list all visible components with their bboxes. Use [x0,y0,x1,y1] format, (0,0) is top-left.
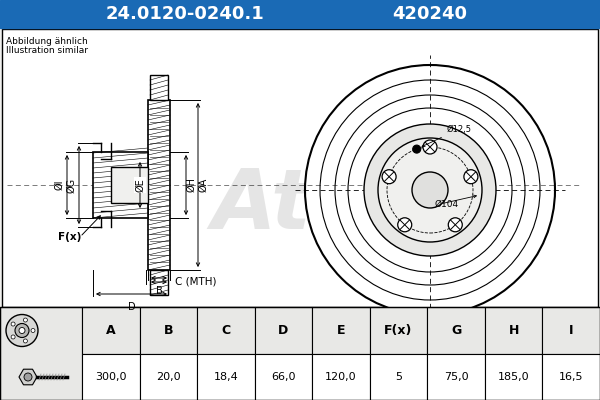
Circle shape [23,318,28,322]
Circle shape [398,218,412,232]
Text: Illustration similar: Illustration similar [6,46,88,55]
Text: ØH: ØH [186,178,196,192]
Bar [370,307,427,354]
Circle shape [6,314,38,346]
Circle shape [305,65,555,315]
Bar [140,307,197,354]
Bar [111,167,148,203]
Text: 16,5: 16,5 [559,372,583,382]
Bar [140,354,197,400]
Text: Ø104: Ø104 [435,200,459,208]
Bar [0,307,82,400]
Text: Ate: Ate [212,164,368,246]
Bar [93,152,148,218]
Circle shape [19,328,25,334]
Bar [148,100,170,270]
Text: ØA: ØA [198,178,208,192]
Bar [93,152,148,218]
Bar [254,354,312,400]
Circle shape [378,138,482,242]
Text: 120,0: 120,0 [325,372,357,382]
Text: 420240: 420240 [392,5,467,23]
Text: 185,0: 185,0 [498,372,529,382]
Text: B: B [155,286,163,296]
Text: I: I [569,324,574,337]
Circle shape [24,373,32,381]
Text: 66,0: 66,0 [271,372,296,382]
Circle shape [423,140,437,154]
Text: D: D [278,324,289,337]
Bar [542,354,600,400]
Circle shape [31,328,35,332]
Text: H: H [508,324,519,337]
Circle shape [382,170,396,184]
Text: 18,4: 18,4 [214,372,238,382]
Bar [150,75,168,100]
Text: F(x): F(x) [58,232,82,242]
Text: 300,0: 300,0 [95,372,127,382]
Text: C (MTH): C (MTH) [175,277,217,287]
Text: 24.0120-0240.1: 24.0120-0240.1 [106,5,265,23]
Text: C: C [221,324,230,337]
Bar [0,0,600,28]
Bar [312,307,370,354]
Text: E: E [337,324,345,337]
Text: G: G [451,324,461,337]
Bar [148,100,170,270]
Circle shape [364,124,496,256]
Text: Ø12,5: Ø12,5 [422,125,472,147]
Bar [2,29,598,307]
Text: ØE: ØE [135,178,145,192]
Text: A: A [106,324,116,337]
Bar [254,307,312,354]
Bar [197,354,254,400]
Circle shape [15,324,29,338]
Circle shape [412,172,448,208]
Polygon shape [19,369,37,385]
Text: 20,0: 20,0 [156,372,181,382]
Text: B: B [164,324,173,337]
Bar [150,270,168,295]
Text: ØI: ØI [54,180,64,190]
Bar [542,307,600,354]
Circle shape [23,339,28,343]
Circle shape [11,335,15,339]
Bar [150,75,168,100]
Bar [150,270,168,295]
Bar [485,354,542,400]
Circle shape [464,170,478,184]
Circle shape [413,145,421,153]
Text: D: D [128,302,136,312]
Bar [370,354,427,400]
Text: 75,0: 75,0 [444,372,469,382]
Text: 5: 5 [395,372,402,382]
Bar [82,307,140,354]
Bar [0,307,600,400]
Bar [427,307,485,354]
Bar [312,354,370,400]
Text: ØG: ØG [66,178,76,192]
Bar [485,307,542,354]
Circle shape [11,322,15,326]
Text: Abbildung ähnlich: Abbildung ähnlich [6,37,88,46]
Bar [197,307,254,354]
Bar [82,354,140,400]
Bar [427,354,485,400]
Text: F(x): F(x) [385,324,413,337]
Circle shape [448,218,462,232]
